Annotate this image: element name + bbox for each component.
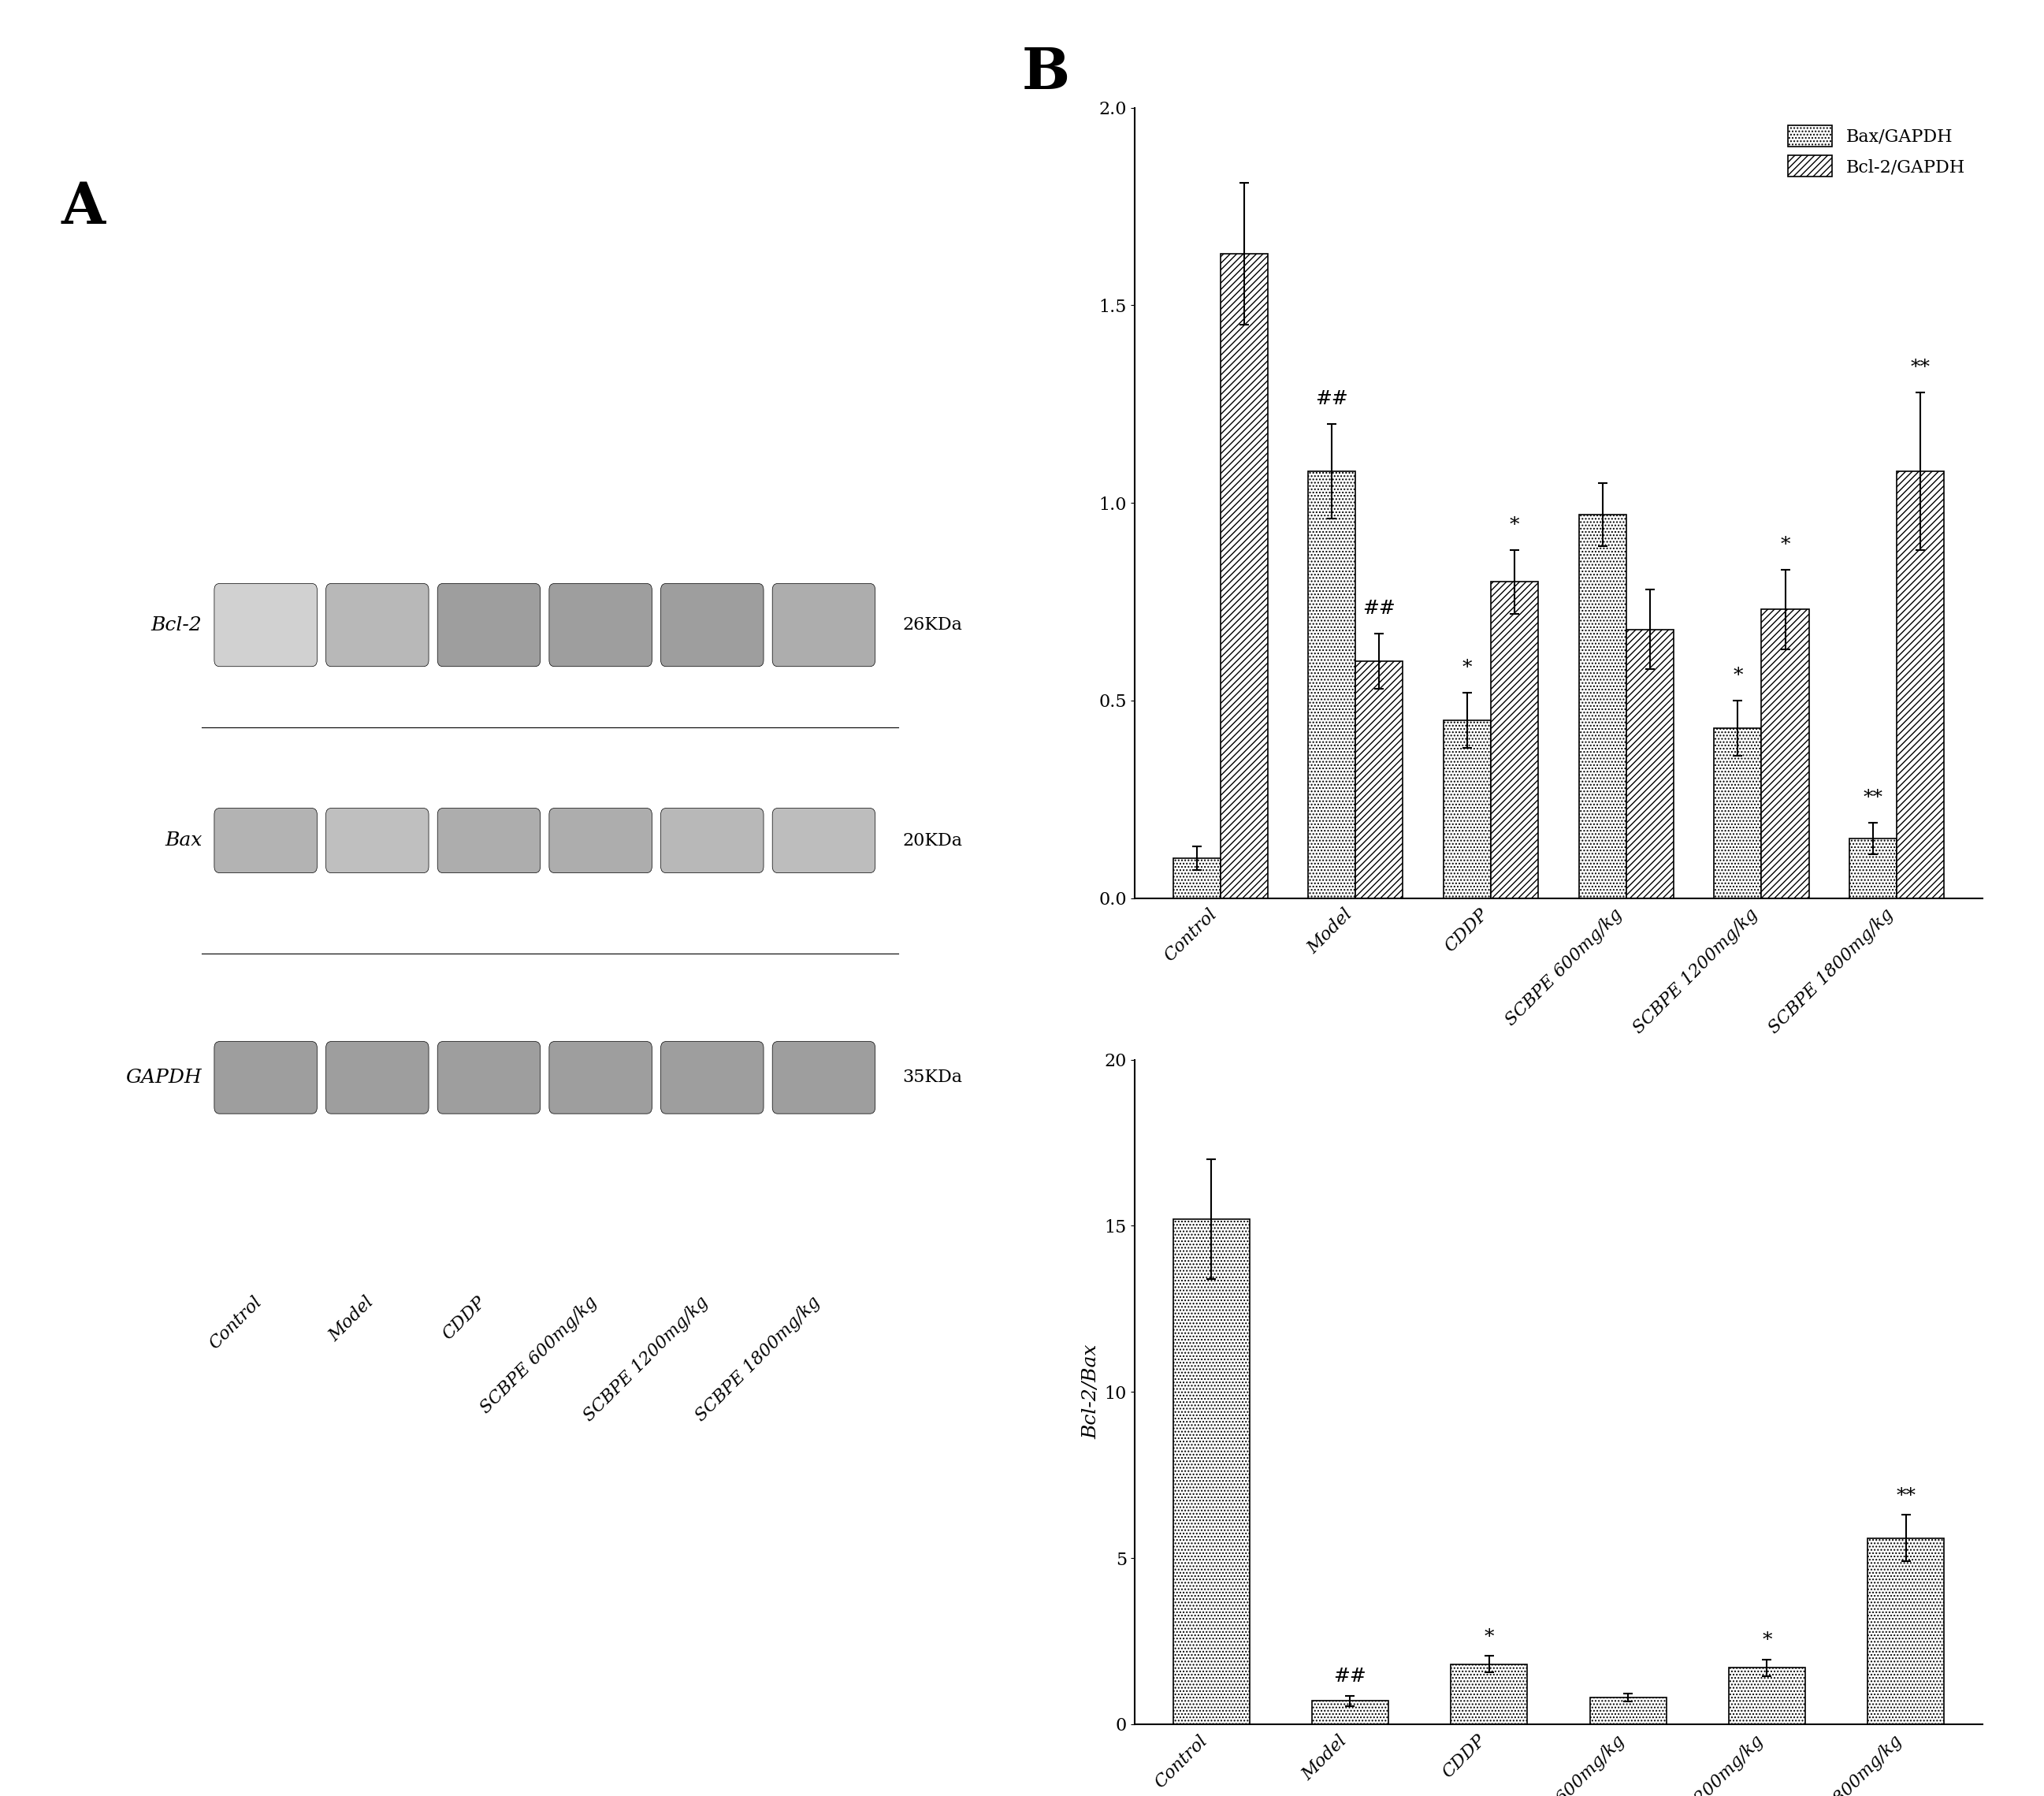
FancyBboxPatch shape	[215, 1042, 317, 1114]
Text: Bax: Bax	[166, 832, 202, 850]
Text: 20KDa: 20KDa	[903, 832, 963, 850]
FancyBboxPatch shape	[773, 584, 875, 666]
Bar	[1451, 1665, 1527, 1724]
Y-axis label: Bcl-2/Bax: Bcl-2/Bax	[1081, 1345, 1100, 1439]
Text: **: **	[1897, 1487, 1915, 1505]
Bar	[1762, 609, 1809, 898]
FancyBboxPatch shape	[660, 584, 764, 666]
Bar	[1578, 515, 1627, 898]
Text: Control: Control	[206, 1293, 266, 1352]
Bar	[1590, 1697, 1666, 1724]
Text: *: *	[1780, 537, 1791, 555]
FancyBboxPatch shape	[325, 1042, 429, 1114]
Bar	[1173, 1219, 1249, 1724]
Text: **: **	[1864, 788, 1883, 806]
Bar	[1490, 582, 1539, 898]
Text: GAPDH: GAPDH	[127, 1069, 202, 1087]
Text: SCBPE 1800mg/kg: SCBPE 1800mg/kg	[693, 1293, 824, 1424]
FancyBboxPatch shape	[773, 808, 875, 873]
Text: **: **	[1911, 359, 1930, 377]
Bar	[1220, 253, 1267, 898]
Text: SCBPE 1200mg/kg: SCBPE 1200mg/kg	[580, 1293, 711, 1424]
Text: 35KDa: 35KDa	[903, 1069, 963, 1087]
Text: ##: ##	[1363, 600, 1396, 618]
Bar	[1729, 1668, 1805, 1724]
Text: ##: ##	[1316, 390, 1349, 408]
FancyBboxPatch shape	[437, 584, 540, 666]
Bar	[1868, 1537, 1944, 1724]
FancyBboxPatch shape	[437, 808, 540, 873]
FancyBboxPatch shape	[437, 1042, 540, 1114]
Bar	[1355, 661, 1402, 898]
Legend: Bax/GAPDH, Bcl-2/GAPDH: Bax/GAPDH, Bcl-2/GAPDH	[1780, 117, 1975, 185]
Text: 26KDa: 26KDa	[903, 616, 963, 634]
Text: A: A	[61, 180, 106, 235]
Text: B: B	[1022, 45, 1071, 101]
Bar	[1627, 629, 1674, 898]
Bar	[1897, 471, 1944, 898]
FancyBboxPatch shape	[773, 1042, 875, 1114]
Text: SCBPE 600mg/kg: SCBPE 600mg/kg	[476, 1293, 601, 1417]
Bar	[1715, 727, 1762, 898]
FancyBboxPatch shape	[215, 584, 317, 666]
FancyBboxPatch shape	[325, 584, 429, 666]
Text: *: *	[1733, 666, 1744, 684]
FancyBboxPatch shape	[325, 808, 429, 873]
FancyBboxPatch shape	[660, 1042, 764, 1114]
Text: Model: Model	[325, 1293, 378, 1345]
Bar	[1173, 858, 1220, 898]
Bar	[1312, 1701, 1388, 1724]
FancyBboxPatch shape	[550, 808, 652, 873]
FancyBboxPatch shape	[550, 584, 652, 666]
Text: *: *	[1762, 1631, 1772, 1649]
Text: ##: ##	[1333, 1668, 1367, 1686]
Text: *: *	[1484, 1627, 1494, 1647]
Text: *: *	[1511, 517, 1519, 535]
FancyBboxPatch shape	[550, 1042, 652, 1114]
FancyBboxPatch shape	[660, 808, 764, 873]
Text: CDDP: CDDP	[439, 1293, 489, 1343]
Bar	[1443, 720, 1490, 898]
Bar	[1850, 839, 1897, 898]
Text: *: *	[1461, 659, 1472, 677]
Text: Bcl-2: Bcl-2	[151, 616, 202, 634]
Bar	[1308, 471, 1355, 898]
FancyBboxPatch shape	[215, 808, 317, 873]
